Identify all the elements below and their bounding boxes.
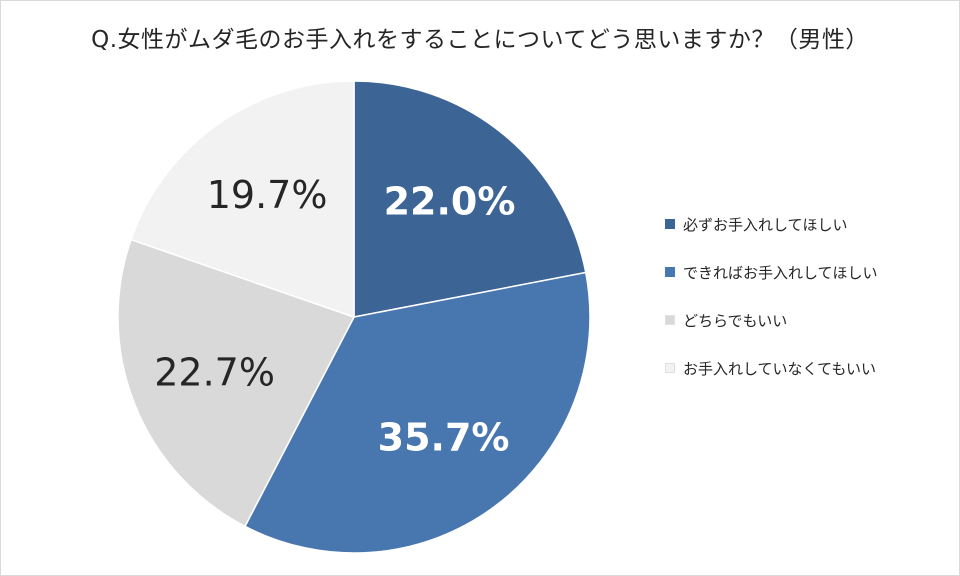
pie-slice-3	[130, 80, 355, 319]
slice-label-0: 22.0%	[384, 179, 516, 223]
pie-slice-1	[243, 271, 591, 554]
legend-item-0: 必ずお手入れしてほしい	[665, 200, 955, 248]
legend-label-0: 必ずお手入れしてほしい	[683, 215, 848, 234]
legend-swatch-3	[665, 363, 675, 373]
legend-item-2: どちらでもいい	[665, 296, 955, 344]
legend-swatch-1	[665, 267, 675, 277]
legend-item-1: できればお手入れしてほしい	[665, 248, 955, 296]
legend-item-3: お手入れしていなくてもいい	[665, 344, 955, 392]
chart-title: Q.女性がムダ毛のお手入れをすることについてどう思いますか？（男性）	[91, 27, 869, 53]
legend-swatch-2	[665, 315, 675, 325]
legend-label-2: どちらでもいい	[683, 311, 788, 330]
slice-label-3: 19.7%	[207, 173, 328, 217]
legend-label-1: できればお手入れしてほしい	[683, 263, 878, 282]
legend-swatch-0	[665, 219, 675, 229]
pie-labels: 22.0% 35.7% 22.7% 19.7%	[154, 173, 516, 459]
slice-label-2: 22.7%	[154, 350, 275, 394]
legend: 必ずお手入れしてほしい できればお手入れしてほしい どちらでもいい お手入れして…	[665, 200, 955, 392]
pie-slices	[117, 80, 591, 554]
legend-label-3: お手入れしていなくてもいい	[683, 359, 877, 378]
pie-slice-0	[353, 80, 587, 318]
slice-label-1: 35.7%	[378, 415, 510, 459]
pie-slice-2	[117, 238, 356, 528]
